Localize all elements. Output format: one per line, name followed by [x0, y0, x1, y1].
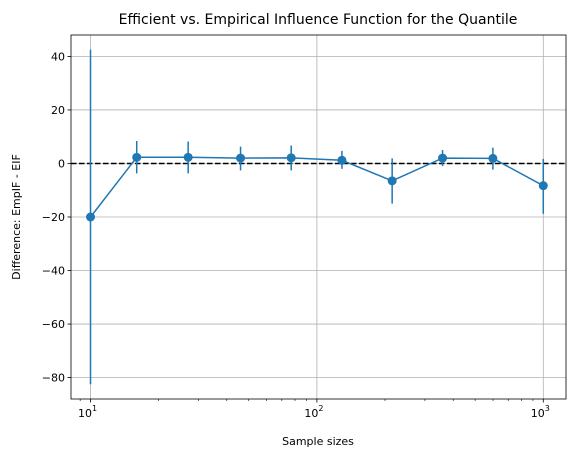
x-tick-base: 10 [78, 407, 92, 420]
y-tick-label: −40 [42, 265, 65, 278]
y-tick-label: 40 [51, 50, 65, 63]
x-ticks: 101 102 103 [78, 399, 550, 420]
x-tick-base: 10 [304, 407, 318, 420]
series-group [89, 156, 544, 218]
data-point [387, 176, 397, 186]
data-point [337, 155, 347, 165]
x-tick-label: 102 [304, 404, 323, 420]
data-point [538, 181, 548, 191]
x-tick-label: 103 [531, 404, 550, 420]
y-axis-label: Difference: EmpIF - EIF [10, 154, 23, 280]
data-point [286, 153, 296, 163]
y-tick-label: 20 [51, 104, 65, 117]
x-tick-exponent: 1 [92, 404, 97, 413]
data-point [86, 212, 96, 222]
x-tick-base: 10 [531, 407, 545, 420]
data-point [183, 152, 193, 162]
y-tick-label: 0 [58, 157, 65, 170]
y-tick-label: −20 [42, 211, 65, 224]
markers [86, 152, 548, 222]
y-tick-label: −60 [42, 318, 65, 331]
data-point [236, 153, 246, 163]
x-tick-exponent: 3 [545, 404, 550, 413]
y-ticks: 40 20 0 −20 −40 −60 −80 [42, 50, 71, 385]
data-point [132, 152, 142, 162]
series-line [89, 156, 544, 218]
y-tick-label: −80 [42, 372, 65, 385]
x-tick-exponent: 2 [318, 404, 323, 413]
grid [71, 35, 566, 399]
data-point [488, 153, 498, 163]
x-tick-label: 101 [78, 404, 97, 420]
chart-title: Efficient vs. Empirical Influence Functi… [119, 12, 518, 28]
data-point [438, 153, 448, 163]
x-axis-label: Sample sizes [282, 435, 354, 448]
